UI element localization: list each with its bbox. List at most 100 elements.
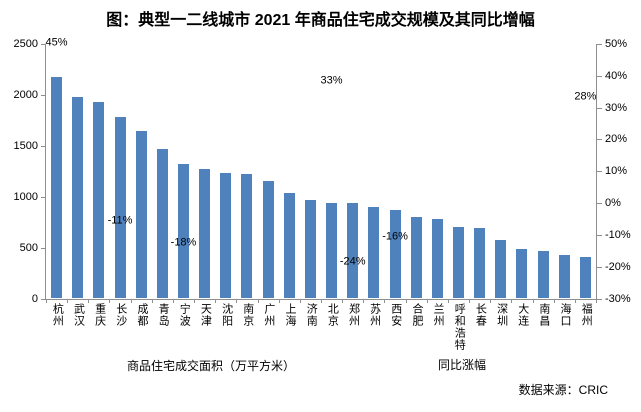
right-axis-tick — [597, 44, 602, 45]
x-axis-tick — [405, 298, 407, 303]
x-axis-tick — [236, 298, 238, 303]
legend-label-growth-series: 同比涨幅 — [438, 358, 487, 372]
category-label: 南昌 — [537, 303, 550, 327]
right-axis-tick-label: -10% — [605, 228, 631, 241]
category-label: 上海 — [284, 303, 297, 327]
left-axis-tick-label: 2000 — [13, 88, 38, 101]
bar — [220, 172, 232, 299]
x-axis-tick — [511, 298, 513, 303]
x-axis-tick — [67, 298, 69, 303]
bar — [199, 169, 211, 299]
bar — [114, 117, 126, 299]
growth-data-label: 28% — [574, 90, 597, 103]
left-axis-tick-label: 2500 — [13, 38, 38, 50]
right-axis-tick-label: 20% — [605, 133, 628, 146]
right-axis-tick-label: -30% — [605, 292, 631, 305]
category-label: 杭州 — [51, 303, 64, 327]
right-axis-tick — [597, 203, 602, 205]
bar — [241, 173, 253, 299]
left-axis-tick — [41, 247, 46, 249]
x-axis-tick — [447, 298, 449, 303]
category-label: 大连 — [516, 303, 529, 327]
bar — [51, 76, 63, 299]
x-axis-tick — [151, 298, 153, 303]
growth-data-label: 45% — [45, 36, 68, 49]
right-axis-tick — [597, 107, 602, 109]
right-axis-tick-label: 10% — [605, 165, 628, 178]
left-axis-tick — [41, 44, 46, 45]
x-axis-tick — [88, 298, 90, 303]
category-label: 武汉 — [72, 303, 85, 327]
bar — [516, 249, 528, 299]
category-label: 北京 — [326, 303, 339, 327]
bar — [347, 203, 359, 299]
category-label: 呼和浩特 — [453, 303, 466, 351]
growth-data-label: -16% — [382, 230, 408, 243]
left-axis-tick-label: 0 — [31, 292, 38, 305]
y-axis-right-line — [596, 44, 597, 299]
x-axis-tick — [109, 298, 111, 303]
category-label: 福州 — [580, 303, 593, 327]
data-source-note: 数据来源：CRIC — [518, 383, 608, 397]
bar — [262, 180, 274, 299]
right-axis-tick — [597, 234, 602, 236]
category-label: 天津 — [199, 303, 212, 327]
right-axis-tick — [597, 171, 602, 173]
category-label: 郑州 — [347, 303, 360, 327]
bar — [156, 148, 168, 299]
x-axis-tick — [553, 298, 555, 303]
left-axis-tick — [41, 145, 46, 147]
growth-data-label: -18% — [170, 236, 197, 249]
left-axis-tick-label: 1000 — [13, 190, 38, 203]
x-axis-tick — [384, 298, 386, 303]
category-label: 兰州 — [432, 303, 445, 327]
right-axis-tick — [597, 298, 602, 300]
bar — [410, 217, 422, 299]
bar — [93, 102, 105, 299]
legend-item-bar-series: 商品住宅成交面积（万平方米） — [112, 360, 295, 372]
category-label: 长春 — [474, 303, 487, 327]
bar — [178, 164, 189, 299]
left-axis-tick — [41, 196, 46, 198]
x-axis-tick — [278, 298, 280, 303]
bar — [474, 228, 486, 299]
right-axis-tick-label: 50% — [605, 38, 628, 50]
x-axis-tick — [130, 298, 132, 303]
x-axis-tick — [299, 298, 301, 303]
category-label: 西安 — [389, 303, 402, 327]
bar — [389, 209, 401, 299]
x-axis-tick — [426, 298, 428, 303]
x-axis-tick — [342, 298, 344, 303]
category-label: 苏州 — [368, 303, 381, 327]
left-axis-tick-label: 1500 — [13, 139, 38, 152]
bar — [431, 219, 443, 299]
right-axis-tick-label: 30% — [605, 101, 628, 114]
x-axis-tick — [194, 298, 196, 303]
x-axis-tick — [321, 298, 322, 303]
category-label: 重庆 — [93, 303, 106, 327]
bar — [326, 202, 338, 299]
growth-data-label: 33% — [320, 74, 343, 87]
bar — [453, 226, 464, 299]
growth-data-label: -11% — [107, 214, 133, 227]
x-axis-tick — [490, 298, 492, 303]
right-axis-tick — [597, 266, 602, 268]
category-label: 沈阳 — [220, 303, 233, 327]
category-label: 宁波 — [178, 303, 191, 327]
x-axis-tick — [215, 298, 217, 303]
right-axis-tick — [597, 75, 602, 77]
y-axis-left-line — [45, 44, 46, 299]
bar — [495, 239, 507, 299]
category-label: 成都 — [135, 303, 148, 327]
x-axis-tick — [574, 298, 576, 303]
bar — [283, 193, 295, 299]
left-axis-tick — [41, 94, 46, 96]
x-axis-tick — [532, 298, 534, 303]
x-axis-tick — [46, 298, 47, 303]
bar — [368, 206, 380, 299]
category-label: 合肥 — [410, 303, 423, 327]
bar — [135, 130, 147, 299]
category-label: 长沙 — [114, 303, 127, 327]
category-label: 南京 — [241, 303, 254, 327]
